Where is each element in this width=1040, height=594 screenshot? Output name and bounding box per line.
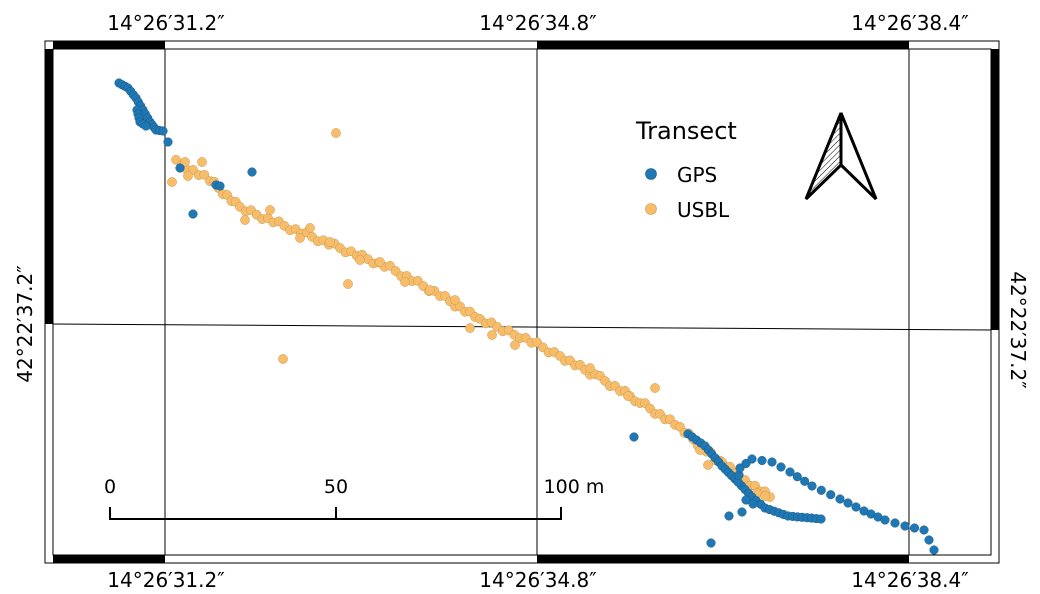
north-arrow-icon (804, 112, 878, 201)
gps-point (748, 499, 758, 509)
gps-point (776, 462, 786, 472)
bottom-border-ticks (53, 555, 909, 563)
usbl-point (180, 157, 190, 167)
gps-point (929, 545, 939, 555)
usbl-point (585, 363, 595, 373)
gps-point (141, 121, 151, 131)
gps-point (158, 126, 168, 136)
legend-usbl-label: USBL (677, 198, 730, 222)
gps-point (909, 523, 920, 533)
top-label-center: 14°26′34.8″ (479, 11, 596, 35)
right-border-ticks (991, 49, 999, 330)
usbl-point (355, 255, 365, 265)
usbl-point (400, 277, 410, 287)
scale-bar: 0 50 100 m (104, 476, 604, 520)
gps-point (747, 454, 757, 464)
points-layer (114, 78, 939, 555)
gps-point (900, 521, 910, 531)
usbl-point (510, 340, 520, 350)
gps-point (919, 525, 929, 535)
gps-point (880, 515, 890, 525)
gps-point (724, 511, 734, 521)
usbl-point (331, 128, 341, 138)
left-border-ticks (45, 49, 53, 324)
scale-label-100: 100 m (544, 476, 605, 498)
usbl-point (343, 279, 353, 289)
gps-point (757, 455, 767, 466)
usbl-point (465, 323, 475, 333)
usbl-point (240, 215, 250, 225)
gps-point (188, 209, 198, 219)
gps-point (890, 518, 900, 528)
gps-point (924, 535, 934, 545)
bottom-label-center: 14°26′34.8″ (479, 568, 596, 592)
usbl-point (167, 177, 177, 187)
gps-point (741, 495, 751, 505)
usbl-point (650, 383, 660, 393)
scale-label-0: 0 (104, 476, 116, 498)
usbl-point (425, 285, 435, 295)
legend-usbl-marker (645, 203, 657, 215)
usbl-point (623, 391, 633, 401)
gps-point (247, 167, 257, 177)
usbl-point (305, 223, 315, 233)
gps-point (737, 507, 747, 517)
gps-point (851, 502, 861, 512)
top-label-left: 14°26′31.2″ (107, 11, 224, 35)
right-label: 42°22′37.2″ (1006, 271, 1030, 388)
legend-title: Transect (635, 117, 737, 145)
usbl-point (265, 205, 275, 215)
usbl-point (760, 491, 770, 501)
gps-point (807, 481, 817, 491)
scale-label-50: 50 (324, 476, 348, 498)
gps-point (816, 485, 826, 495)
top-border-ticks (53, 41, 909, 49)
usbl-point (197, 157, 207, 167)
gps-point (835, 494, 845, 504)
gps-point (785, 467, 795, 477)
gps-point (816, 514, 826, 524)
left-label: 42°22′37.2″ (13, 265, 37, 382)
gps-point (629, 432, 639, 442)
gps-point (843, 498, 853, 508)
coordinate-labels: 14°26′31.2″ 14°26′34.8″ 14°26′38.4″ 14°2… (13, 11, 1030, 592)
gps-point (706, 538, 716, 548)
graticule (52, 49, 992, 555)
usbl-point (487, 330, 497, 340)
legend: Transect GPS USBL (635, 117, 737, 222)
gps-point (767, 457, 777, 467)
top-label-right: 14°26′38.4″ (851, 11, 968, 35)
usbl-point (199, 169, 210, 180)
usbl-point (450, 295, 460, 305)
legend-gps-marker (645, 168, 657, 180)
usbl-point (183, 171, 193, 181)
gps-point (826, 490, 836, 500)
usbl-point (295, 233, 305, 243)
map-frame (44, 40, 1000, 564)
usbl-point (703, 460, 713, 470)
gps-point (792, 472, 802, 482)
usbl-point (278, 354, 288, 364)
legend-gps-label: GPS (677, 163, 717, 187)
gps-point (800, 476, 810, 486)
bottom-label-left: 14°26′31.2″ (107, 568, 224, 592)
gps-point (163, 137, 173, 147)
gps-point (215, 181, 225, 191)
usbl-point (325, 237, 335, 247)
gps-point (175, 163, 185, 173)
bottom-label-right: 14°26′38.4″ (851, 568, 968, 592)
usbl-point (375, 257, 385, 267)
